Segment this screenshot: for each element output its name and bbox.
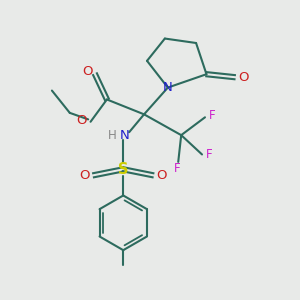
Text: F: F	[206, 148, 213, 161]
Text: S: S	[118, 162, 128, 177]
Text: O: O	[238, 71, 248, 84]
Text: O: O	[82, 65, 93, 78]
Text: F: F	[209, 109, 216, 122]
Text: N: N	[163, 81, 173, 94]
Text: N: N	[120, 129, 130, 142]
Text: O: O	[157, 169, 167, 182]
Text: O: O	[80, 169, 90, 182]
Text: F: F	[174, 162, 181, 175]
Text: O: O	[76, 114, 87, 127]
Text: H: H	[108, 129, 116, 142]
